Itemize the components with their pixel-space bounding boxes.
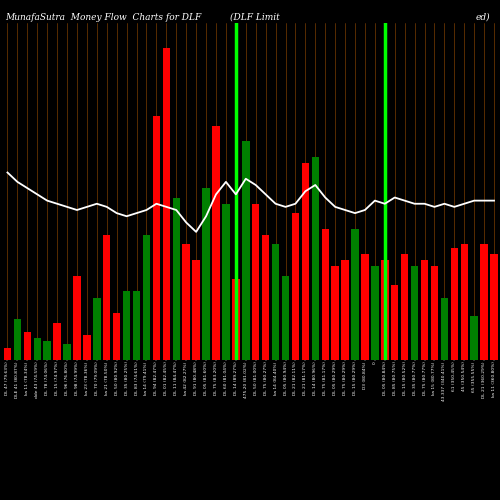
Bar [470, 316, 478, 360]
Bar [24, 332, 31, 360]
Bar [83, 335, 90, 360]
Bar [222, 204, 230, 360]
Bar [460, 244, 468, 360]
Bar [272, 244, 280, 360]
Bar [411, 266, 418, 360]
Bar [172, 198, 180, 360]
Bar [34, 338, 41, 360]
Bar [302, 163, 309, 360]
Bar [103, 235, 110, 360]
Bar [54, 322, 61, 360]
Bar [74, 276, 80, 360]
Bar [440, 298, 448, 360]
Bar [14, 320, 21, 360]
Bar [490, 254, 498, 360]
Text: ed): ed) [476, 12, 490, 22]
Bar [401, 254, 408, 360]
Bar [262, 235, 270, 360]
Bar [361, 254, 368, 360]
Bar [421, 260, 428, 360]
Bar [282, 276, 289, 360]
Bar [44, 341, 51, 360]
Bar [391, 285, 398, 360]
Bar [113, 313, 120, 360]
Bar [480, 244, 488, 360]
Bar [152, 116, 160, 360]
Bar [212, 126, 220, 360]
Text: (DLF Limit: (DLF Limit [230, 12, 280, 22]
Bar [64, 344, 71, 360]
Bar [252, 204, 260, 360]
Bar [182, 244, 190, 360]
Text: MunafaSutra  Money Flow  Charts for DLF: MunafaSutra Money Flow Charts for DLF [5, 12, 201, 22]
Bar [232, 279, 239, 360]
Bar [371, 266, 378, 360]
Bar [162, 48, 170, 360]
Bar [202, 188, 210, 360]
Bar [123, 291, 130, 360]
Bar [93, 298, 100, 360]
Bar [143, 235, 150, 360]
Bar [133, 291, 140, 360]
Bar [430, 266, 438, 360]
Bar [450, 248, 458, 360]
Bar [312, 157, 319, 360]
Bar [192, 260, 200, 360]
Bar [4, 348, 11, 360]
Bar [242, 142, 250, 360]
Bar [332, 266, 339, 360]
Bar [352, 229, 358, 360]
Bar [381, 260, 388, 360]
Bar [342, 260, 349, 360]
Bar [322, 229, 329, 360]
Bar [292, 213, 299, 360]
